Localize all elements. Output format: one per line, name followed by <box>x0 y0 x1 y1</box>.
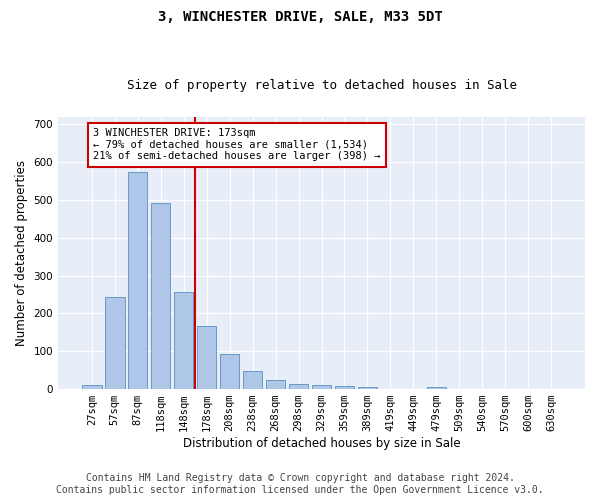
Bar <box>105 297 125 389</box>
Bar <box>427 387 446 389</box>
Bar <box>174 292 193 389</box>
Bar <box>312 385 331 389</box>
Bar <box>289 384 308 389</box>
Bar <box>335 386 354 389</box>
Bar <box>82 384 101 389</box>
Bar <box>358 387 377 389</box>
Bar <box>151 202 170 389</box>
Text: Contains HM Land Registry data © Crown copyright and database right 2024.
Contai: Contains HM Land Registry data © Crown c… <box>56 474 544 495</box>
Bar <box>220 354 239 389</box>
Bar <box>128 172 148 389</box>
Bar <box>243 372 262 389</box>
Title: Size of property relative to detached houses in Sale: Size of property relative to detached ho… <box>127 79 517 92</box>
Y-axis label: Number of detached properties: Number of detached properties <box>15 160 28 346</box>
Bar <box>266 380 286 389</box>
Text: 3 WINCHESTER DRIVE: 173sqm
← 79% of detached houses are smaller (1,534)
21% of s: 3 WINCHESTER DRIVE: 173sqm ← 79% of deta… <box>93 128 380 162</box>
X-axis label: Distribution of detached houses by size in Sale: Distribution of detached houses by size … <box>183 437 460 450</box>
Bar <box>197 326 217 389</box>
Text: 3, WINCHESTER DRIVE, SALE, M33 5DT: 3, WINCHESTER DRIVE, SALE, M33 5DT <box>158 10 442 24</box>
